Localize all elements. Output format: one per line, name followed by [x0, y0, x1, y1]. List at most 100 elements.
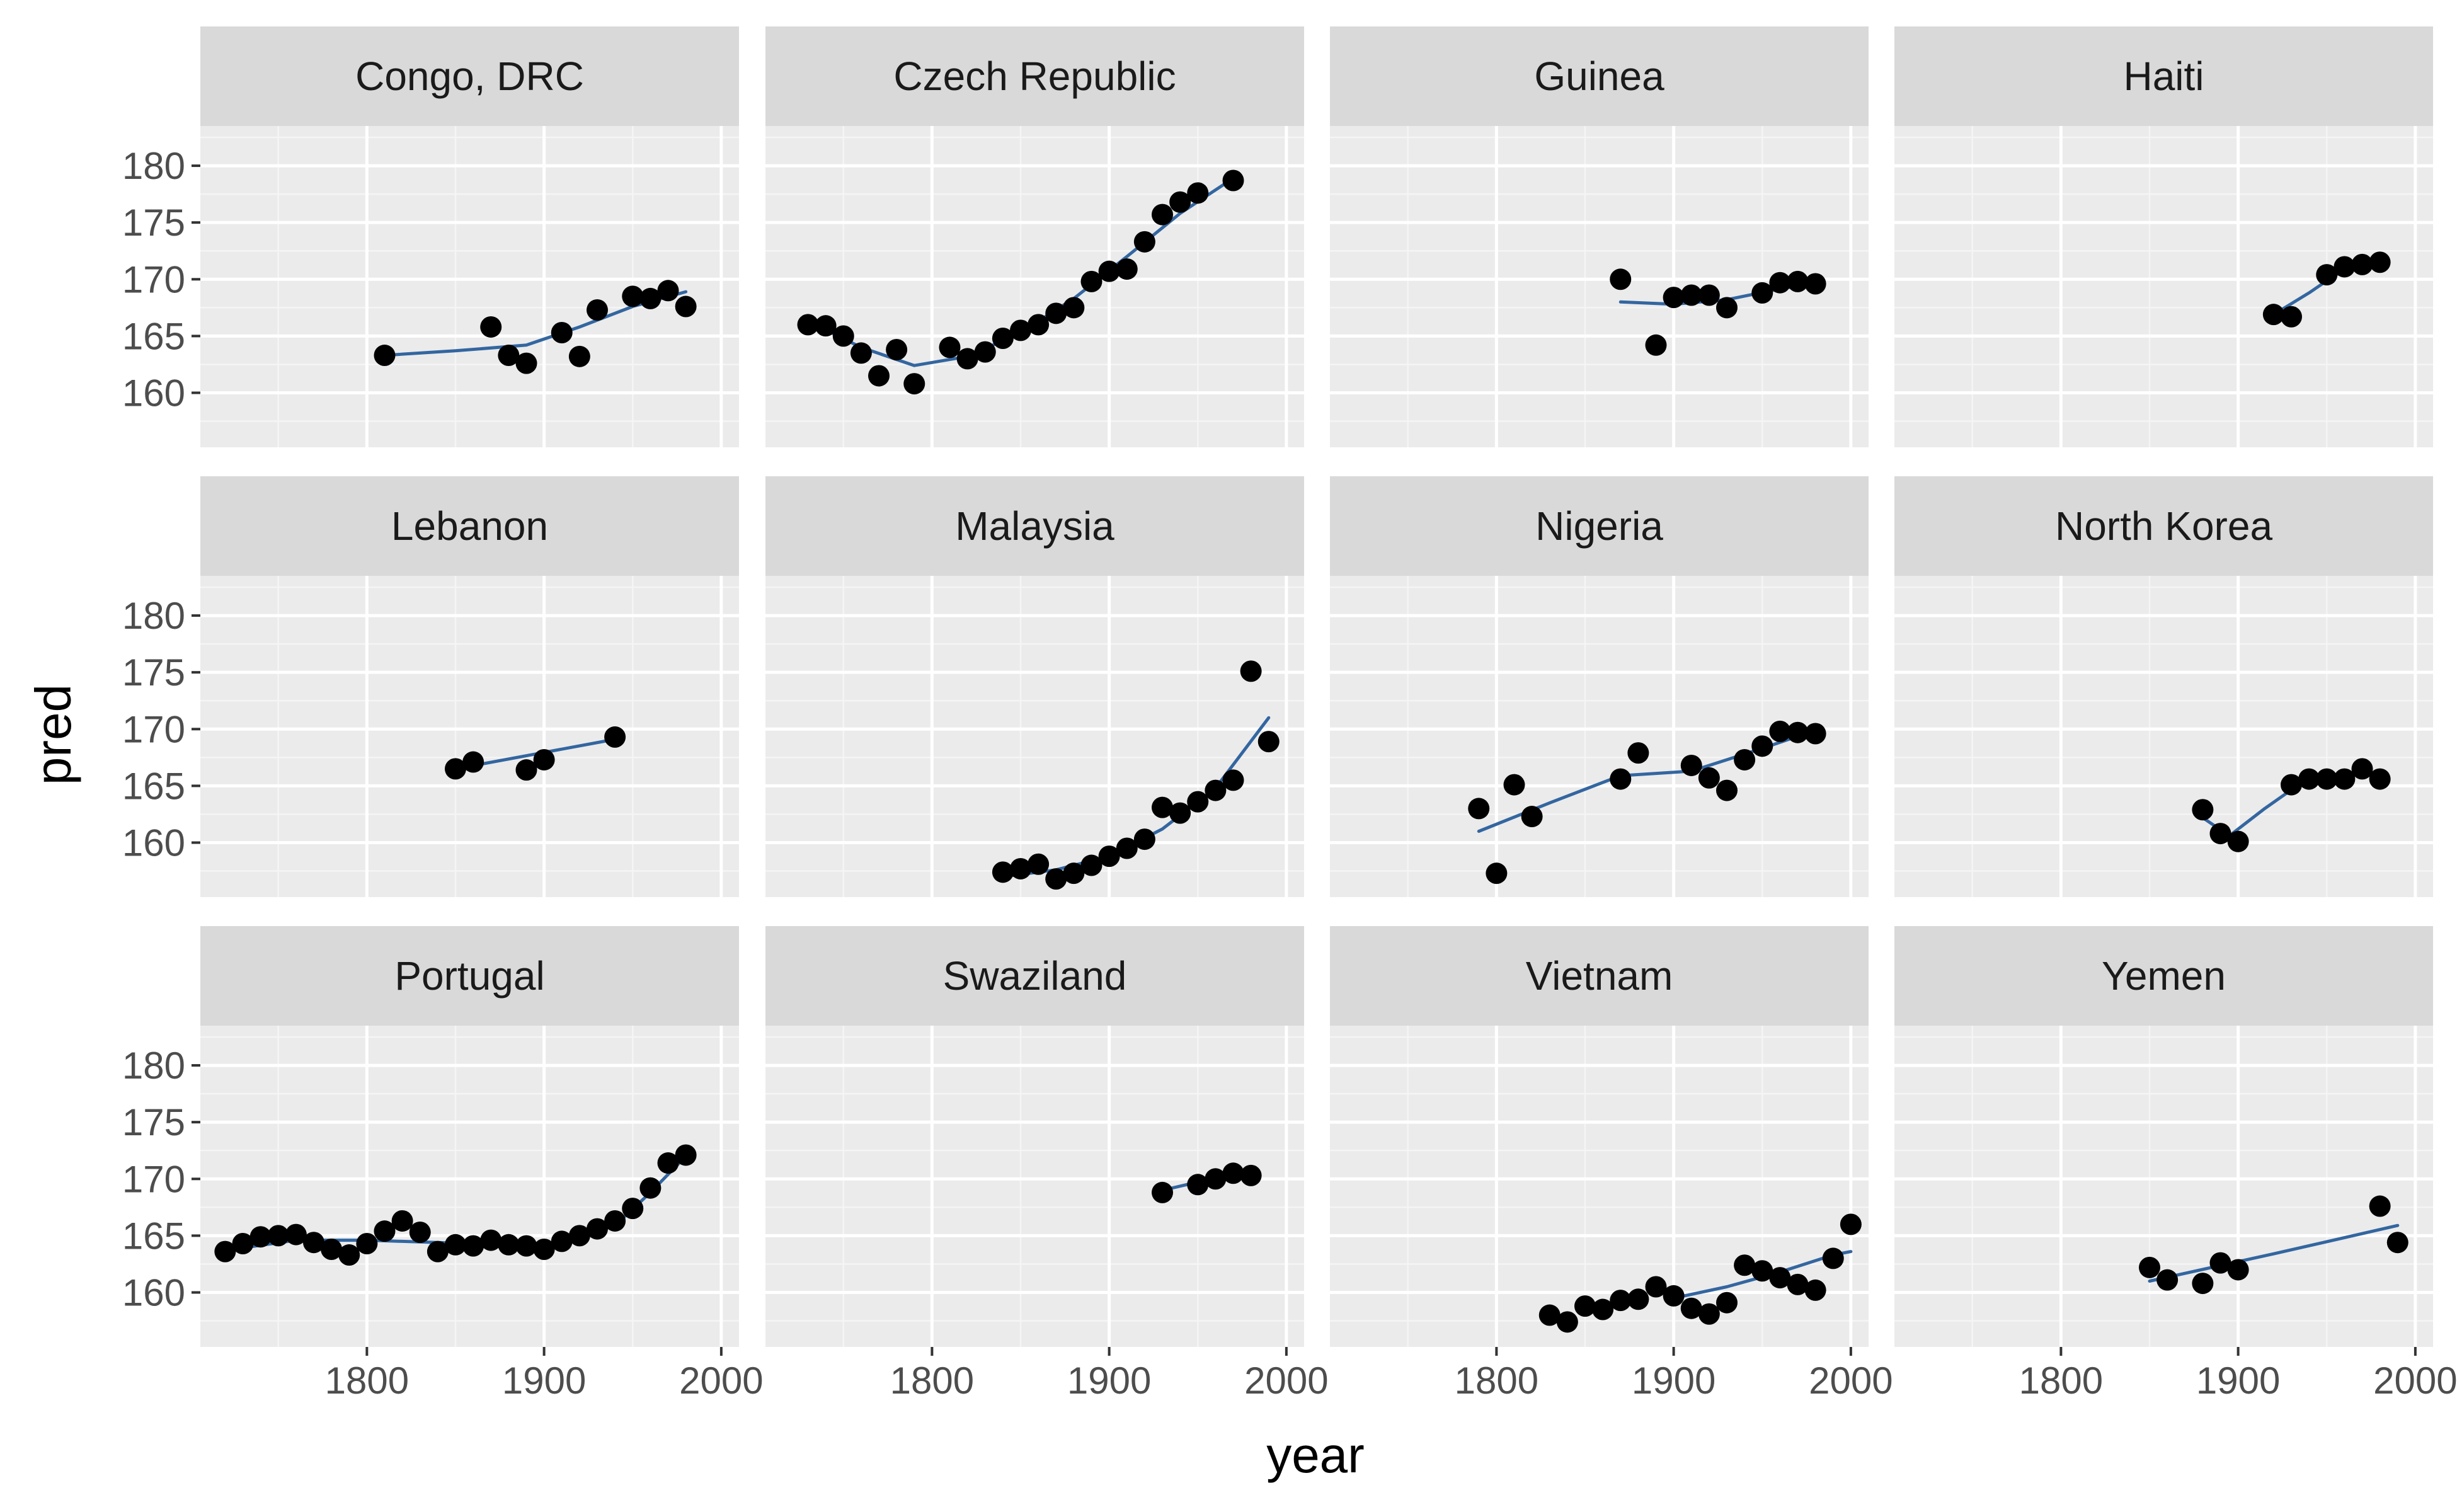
- data-point: [1734, 748, 1756, 770]
- y-tick-label: 180: [122, 145, 185, 187]
- data-point: [480, 316, 502, 338]
- x-tick-label: 1900: [1632, 1360, 1715, 1402]
- data-point: [2316, 768, 2338, 790]
- y-tick-label: 170: [122, 1158, 185, 1200]
- data-point: [1010, 319, 1031, 341]
- data-point: [1698, 1303, 1720, 1325]
- data-point: [850, 342, 872, 364]
- data-point: [2281, 306, 2302, 328]
- facet-swaziland: Swaziland 1800 1900 2000: [765, 926, 1329, 1402]
- data-point: [1116, 258, 1138, 280]
- data-point: [815, 315, 837, 337]
- data-point: [374, 1220, 396, 1242]
- data-point: [409, 1221, 431, 1243]
- data-point: [1503, 774, 1525, 796]
- data-point: [1133, 828, 1155, 850]
- data-point: [1169, 802, 1191, 824]
- data-point: [1028, 853, 1050, 875]
- facet-title: Swaziland: [943, 953, 1127, 999]
- y-tick-label: 160: [122, 1271, 185, 1314]
- facet-title: Portugal: [394, 953, 544, 999]
- data-point: [1680, 284, 1702, 306]
- data-point: [480, 1229, 502, 1251]
- data-point: [1663, 1285, 1685, 1307]
- data-point: [1187, 1174, 1209, 1196]
- data-point: [2209, 1252, 2231, 1274]
- data-point: [1804, 1279, 1826, 1301]
- facet-czech-republic: Czech Republic: [765, 26, 1304, 447]
- facet-strip: [1330, 926, 1869, 1026]
- data-point: [657, 280, 679, 302]
- data-point: [1222, 769, 1244, 791]
- panel-background: [200, 576, 739, 897]
- data-point: [1680, 1297, 1702, 1319]
- data-point: [1680, 754, 1702, 776]
- data-point: [2192, 1273, 2214, 1295]
- y-tick-label: 160: [122, 372, 185, 414]
- data-point: [303, 1232, 324, 1254]
- data-point: [675, 1144, 697, 1166]
- data-point: [1822, 1247, 1844, 1269]
- y-tick-label: 170: [122, 708, 185, 750]
- data-point: [639, 287, 662, 309]
- data-point: [1098, 845, 1120, 868]
- y-tick-label: 165: [122, 1215, 185, 1257]
- facet-haiti: Haiti: [1894, 26, 2433, 447]
- x-tick-label: 1900: [1067, 1360, 1151, 1402]
- facet-title: Malaysia: [955, 503, 1114, 549]
- data-point: [462, 1235, 484, 1257]
- y-tick-label: 175: [122, 651, 185, 694]
- y-tick-label: 165: [122, 315, 185, 357]
- data-point: [868, 365, 890, 387]
- y-tick-label: 175: [122, 202, 185, 244]
- data-point: [639, 1177, 662, 1199]
- data-point: [1698, 767, 1720, 789]
- data-point: [1840, 1213, 1862, 1235]
- data-point: [587, 299, 608, 321]
- data-point: [498, 1234, 520, 1256]
- data-point: [232, 1233, 254, 1255]
- data-point: [1080, 854, 1102, 876]
- data-point: [568, 345, 590, 367]
- data-point: [2262, 304, 2284, 326]
- x-tick-label: 2000: [679, 1360, 763, 1402]
- data-point: [2316, 264, 2338, 286]
- data-point: [1627, 1288, 1649, 1310]
- y-tick-label: 175: [122, 1101, 185, 1143]
- data-point: [1240, 1164, 1262, 1186]
- data-point: [1716, 779, 1738, 801]
- data-point: [992, 327, 1014, 349]
- data-point: [1645, 334, 1667, 356]
- facet-title: Vietnam: [1526, 953, 1673, 999]
- data-point: [427, 1240, 449, 1263]
- facet-title: Nigeria: [1535, 503, 1663, 549]
- facet-strip: [200, 926, 739, 1026]
- facet-strip: [1894, 26, 2433, 126]
- data-point: [1028, 314, 1050, 336]
- x-tick-label: 1800: [325, 1360, 409, 1402]
- facet-strip: [765, 26, 1304, 126]
- data-point: [1627, 742, 1649, 764]
- facet-strip: [1330, 476, 1869, 576]
- data-point: [1257, 731, 1280, 753]
- data-point: [1063, 862, 1085, 885]
- data-point: [1116, 837, 1138, 859]
- data-point: [1010, 857, 1031, 879]
- data-point: [1521, 806, 1543, 828]
- data-point: [587, 1218, 608, 1240]
- data-point: [1769, 720, 1791, 742]
- data-point: [886, 339, 908, 361]
- data-point: [515, 1235, 537, 1257]
- data-point: [515, 352, 537, 374]
- data-point: [657, 1152, 679, 1174]
- data-point: [1751, 282, 1773, 304]
- facet-strip: [1894, 476, 2433, 576]
- data-point: [1152, 1181, 1173, 1203]
- data-point: [1187, 182, 1209, 204]
- data-point: [992, 861, 1014, 883]
- data-point: [2351, 253, 2373, 275]
- data-point: [1133, 231, 1155, 253]
- panel-background: [1330, 1026, 1869, 1347]
- data-point: [1222, 1162, 1244, 1184]
- facet-strip: [200, 476, 739, 576]
